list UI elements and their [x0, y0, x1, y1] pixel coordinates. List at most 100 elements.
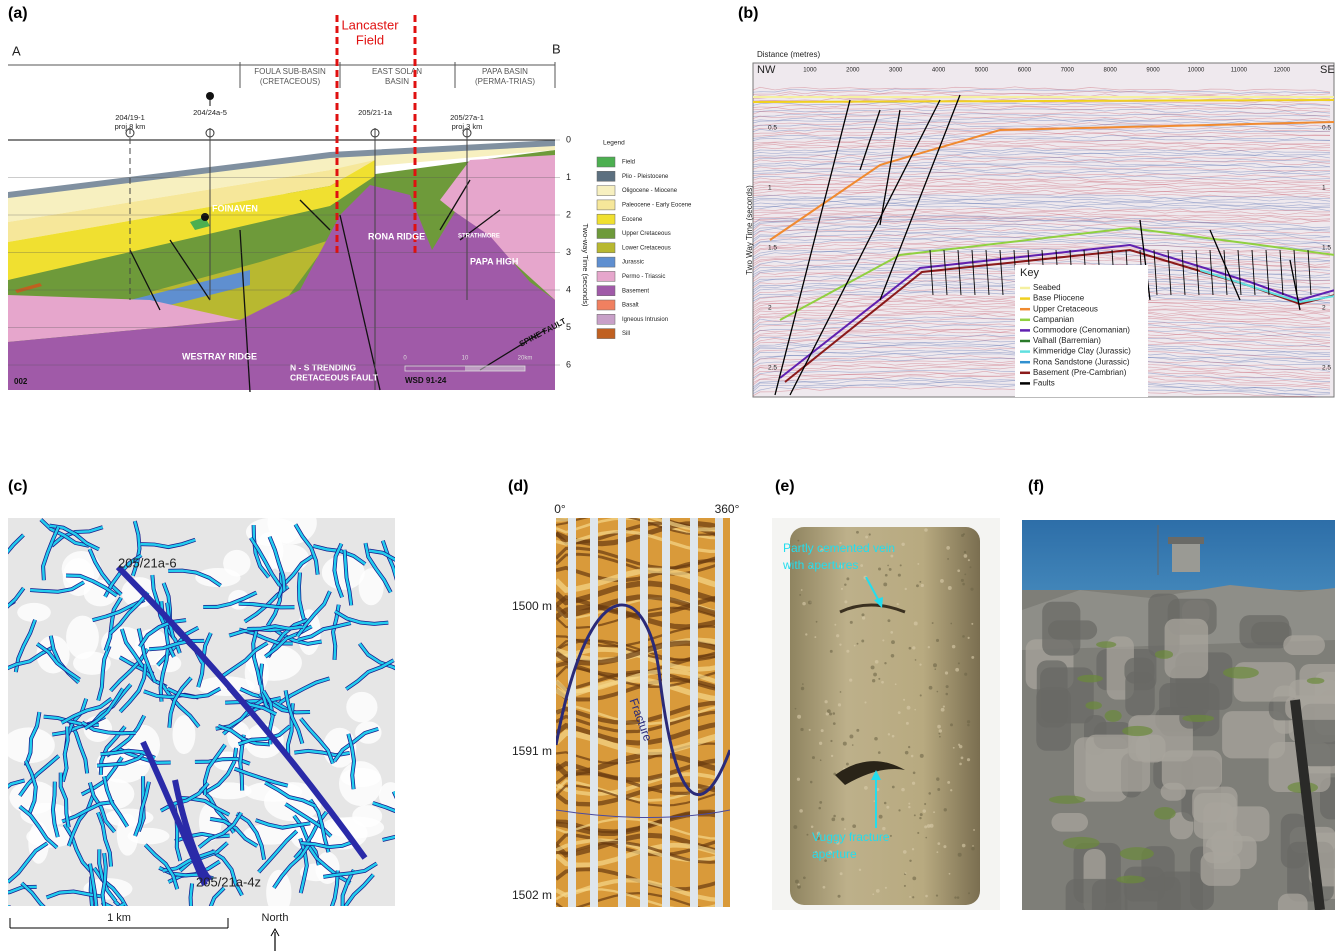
feature-label: N - S TRENDING	[290, 362, 357, 372]
figure: (a)(b)(c)(d)(e)(f)ABFOULA SUB-BASIN(CRET…	[0, 0, 1341, 951]
grain	[903, 699, 905, 701]
legend-label: Paleocene - Early Eocene	[622, 202, 692, 208]
grain	[808, 601, 812, 605]
axis-title: Two-way Time (seconds)	[581, 224, 590, 307]
grain	[897, 603, 899, 605]
grain	[945, 671, 948, 674]
key-label: Commodore (Cenomanian)	[1033, 326, 1130, 335]
feature-label: WESTRAY RIDGE	[182, 351, 257, 361]
grain	[872, 893, 874, 895]
blotch	[266, 870, 291, 916]
grain	[928, 792, 931, 795]
grain	[821, 729, 824, 732]
legend-swatch	[597, 200, 615, 210]
panel-label: (f)	[1028, 478, 1044, 495]
grain	[839, 643, 841, 645]
grain	[820, 759, 822, 761]
grain	[912, 646, 915, 649]
grain	[939, 729, 942, 732]
grain	[873, 673, 877, 677]
panel-label: (e)	[775, 478, 795, 495]
rock-block	[1165, 619, 1209, 679]
panel-label: (c)	[8, 478, 28, 495]
grain	[795, 708, 797, 710]
grain	[924, 825, 927, 828]
vegetation	[1049, 795, 1085, 803]
rock-block	[1278, 894, 1308, 951]
blotch	[206, 782, 252, 799]
grain	[949, 873, 951, 875]
grain	[869, 533, 871, 535]
x-tick-label: 11000	[1231, 68, 1248, 74]
north-label: North	[262, 912, 289, 924]
y-tick-label: 2	[1322, 305, 1326, 312]
grain	[970, 588, 973, 591]
scale-bar	[465, 366, 525, 371]
key-label: Base Pliocene	[1033, 294, 1085, 303]
grain	[955, 668, 959, 672]
feature-label: STRATHMORE	[458, 234, 500, 240]
grain	[904, 885, 906, 887]
well-label: 205/21a-6	[118, 555, 177, 570]
grain	[936, 895, 938, 897]
grain	[914, 621, 918, 625]
well-label: 204/19-1	[115, 113, 145, 122]
annotation: with apertures	[782, 558, 858, 572]
grain	[906, 722, 909, 725]
grain	[834, 624, 836, 626]
x-tick-label: 7000	[1061, 68, 1075, 74]
grain	[841, 588, 843, 590]
field-label: Field	[356, 32, 384, 47]
y-tick-label: 2.5	[1322, 365, 1331, 372]
vegetation	[1085, 701, 1102, 709]
grain	[799, 809, 803, 813]
grain	[937, 842, 940, 845]
x-tick-label: 9000	[1146, 68, 1160, 74]
grain	[947, 558, 949, 560]
grain	[879, 815, 883, 819]
grain	[917, 563, 919, 565]
annotation: Partly cemented vein	[783, 541, 895, 555]
grain	[823, 886, 826, 889]
grain	[948, 586, 952, 590]
legend-swatch	[597, 300, 615, 310]
azimuth-label: 0°	[554, 502, 566, 516]
x-tick-label: 12000	[1273, 68, 1290, 74]
feature-label: RONA RIDGE	[368, 231, 425, 241]
grain	[812, 756, 815, 759]
grain	[865, 536, 868, 539]
grain	[833, 815, 836, 818]
legend-swatch	[597, 214, 615, 224]
grain	[920, 813, 923, 816]
grain	[818, 807, 821, 810]
grain	[801, 687, 804, 690]
grain	[954, 896, 956, 898]
vegetation	[1307, 678, 1325, 684]
grain	[950, 789, 952, 791]
key-label: Kimmeridge Clay (Jurassic)	[1033, 347, 1131, 356]
grain	[799, 594, 801, 596]
grain	[886, 806, 889, 809]
grain	[861, 613, 864, 616]
grain	[831, 755, 833, 757]
depth-label: 1591 m	[512, 744, 552, 758]
grain	[972, 845, 974, 847]
grain	[814, 636, 816, 638]
legend-title: Legend	[603, 140, 625, 147]
time-tick: 3	[566, 247, 571, 257]
grain	[857, 643, 859, 645]
time-tick: 1	[566, 172, 571, 182]
grain	[973, 829, 975, 831]
grain	[862, 616, 865, 619]
basin-name: PAPA BASIN	[482, 67, 528, 76]
grain	[968, 559, 970, 561]
grain	[917, 832, 919, 834]
feature-label: FOINAVEN	[212, 203, 258, 213]
grain	[801, 589, 803, 591]
grain	[887, 565, 889, 567]
building	[1168, 537, 1204, 544]
grain	[798, 884, 800, 886]
grain	[890, 835, 892, 837]
vegetation	[1077, 675, 1103, 683]
